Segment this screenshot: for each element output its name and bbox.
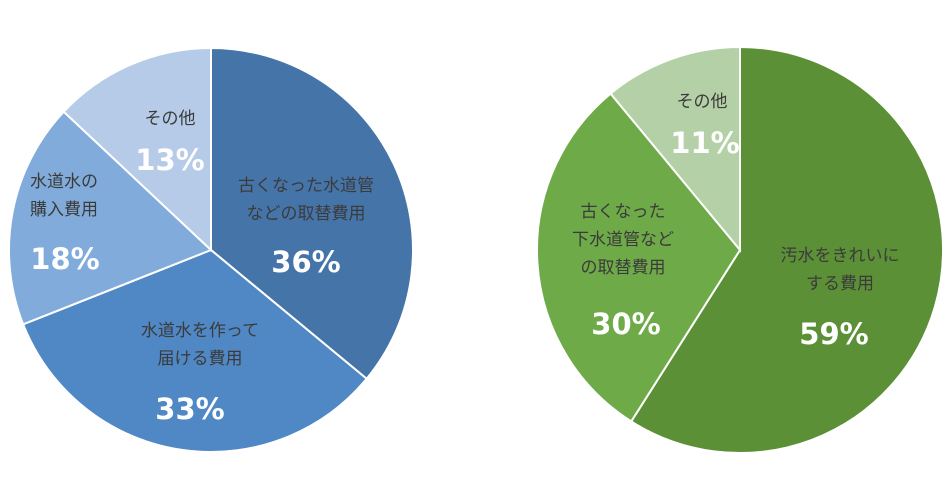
- slice-label-other-right: その他: [652, 88, 752, 116]
- label-line: 届ける費用: [157, 349, 243, 369]
- slice-value-produce-deliver: 33%: [155, 392, 225, 426]
- label-line: 古くなった水道管: [238, 176, 374, 196]
- slice-value-water-purchase: 18%: [30, 242, 100, 276]
- slice-label-pipe-replacement: 古くなった水道管 などの取替費用: [216, 172, 396, 228]
- label-line: 汚水をきれいに: [780, 246, 900, 266]
- label-line: その他: [676, 92, 728, 112]
- slice-value-wastewater-treatment: 59%: [799, 317, 869, 351]
- label-line: 購入費用: [30, 200, 98, 220]
- pie-slice: [629, 45, 944, 454]
- slice-label-water-purchase: 水道水の 購入費用: [14, 168, 114, 224]
- label-line: その他: [144, 109, 196, 129]
- slice-value-other-right: 11%: [670, 126, 740, 160]
- pie-slice: [536, 92, 742, 423]
- label-line: の取替費用: [580, 258, 666, 278]
- label-line: 下水道管など: [572, 230, 674, 250]
- slice-label-sewer-pipe-replacement: 古くなった 下水道管など の取替費用: [548, 198, 698, 282]
- slice-value-pipe-replacement: 36%: [271, 245, 341, 279]
- label-line: 古くなった: [580, 202, 666, 222]
- pie-slice: [62, 46, 212, 253]
- label-line: 水道水を作って: [140, 321, 260, 341]
- slice-label-wastewater-treatment: 汚水をきれいに する費用: [750, 242, 930, 298]
- pie-slice: [8, 110, 213, 326]
- label-line: などの取替費用: [246, 204, 366, 224]
- label-line: する費用: [806, 274, 874, 294]
- slice-label-other-left: その他: [120, 105, 220, 133]
- pie-slice: [21, 248, 369, 453]
- label-line: 水道水の: [30, 172, 98, 192]
- slice-value-other-left: 13%: [135, 143, 205, 177]
- slice-label-produce-deliver: 水道水を作って 届ける費用: [110, 317, 290, 373]
- pie-slice: [609, 45, 741, 253]
- slice-value-sewer-pipe-replacement: 30%: [591, 307, 661, 341]
- pie-slice: [210, 46, 414, 381]
